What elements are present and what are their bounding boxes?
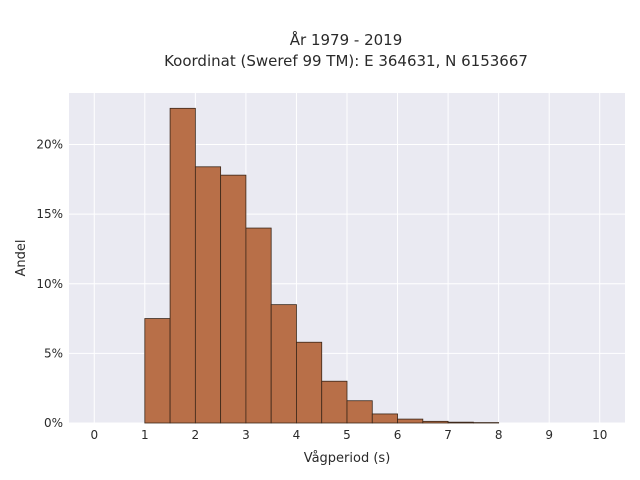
histogram-bar [346, 400, 373, 424]
y-axis-ticks: 0% 5% 10% 15% 20% [36, 138, 63, 430]
histogram-bar [447, 421, 474, 424]
x-tick-label: 4 [293, 428, 301, 442]
histogram-bar [371, 413, 398, 424]
x-tick-label: 8 [495, 428, 503, 442]
histogram-bar [422, 420, 449, 424]
histogram-bar [321, 380, 348, 424]
histogram-bars [144, 107, 500, 424]
y-tick-label: 5% [44, 346, 63, 360]
x-axis-ticks: 0 1 2 3 4 5 6 7 8 9 10 [90, 428, 607, 442]
x-tick-label: 0 [90, 428, 98, 442]
y-tick-label: 15% [36, 207, 63, 221]
histogram-bar [397, 418, 424, 424]
histogram-bar [194, 166, 222, 424]
histogram-bar [220, 174, 247, 424]
histogram-bar [245, 227, 272, 424]
x-axis-label: Vågperiod (s) [304, 451, 391, 466]
y-axis-label: Andel [14, 240, 29, 277]
x-tick-label: 2 [192, 428, 200, 442]
x-tick-label: 9 [545, 428, 553, 442]
histogram-bar [144, 318, 171, 424]
x-tick-label: 10 [592, 428, 607, 442]
histogram-bar [169, 107, 196, 424]
histogram-bar [270, 304, 297, 424]
histogram-bar [296, 341, 323, 424]
x-tick-label: 5 [343, 428, 351, 442]
x-tick-label: 7 [444, 428, 452, 442]
y-tick-label: 0% [44, 416, 63, 430]
y-tick-label: 10% [36, 277, 63, 291]
x-tick-label: 1 [141, 428, 149, 442]
chart-title-line1: År 1979 - 2019 [290, 30, 403, 49]
y-tick-label: 20% [36, 138, 63, 152]
x-tick-label: 3 [242, 428, 250, 442]
chart-title-line2: Koordinat (Sweref 99 TM): E 364631, N 61… [164, 52, 528, 70]
x-tick-label: 6 [394, 428, 402, 442]
